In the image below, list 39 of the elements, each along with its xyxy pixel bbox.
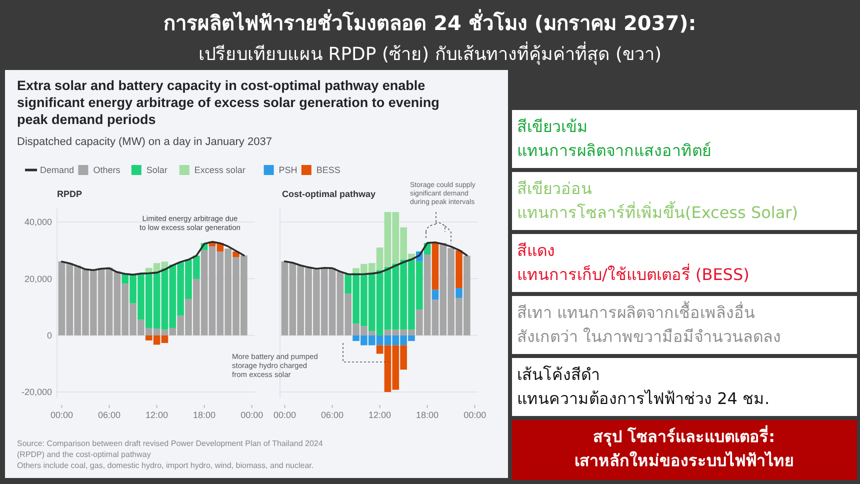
x-tick-label: 00:00 — [464, 410, 486, 420]
text: Others include coal, gas, domestic hydro, import hydro, wind, biomass, and nuclear. — [17, 461, 314, 470]
x-tick-label: 18:00 — [193, 410, 216, 420]
bar — [432, 242, 439, 290]
chart-title: Cost-optimal pathway — [282, 189, 376, 199]
source-note: Source: Comparison between draft revised Power Development Plan of Thailand 2024 (RPDP) and the cost-optimal pathway — [17, 439, 324, 459]
x-tick-label: 06:00 — [321, 410, 344, 420]
legend-label: Excess solar — [194, 165, 246, 176]
legend-label: Others — [93, 165, 121, 176]
x-tick-label: 18:00 — [416, 410, 439, 420]
text: สีเทา แทนการผลิตจากเชื้อเพลิงอื่น สังเกตว่า ในภาพขวามือมีจำนวนลดลง — [517, 301, 782, 346]
y-tick-label: 0 — [46, 330, 52, 340]
x-tick-label: 12:00 — [368, 410, 392, 420]
bar — [432, 290, 439, 300]
legend-label: Demand — [40, 165, 74, 176]
legend-label: PSH — [278, 165, 298, 176]
x-tick-label: 06:00 — [98, 410, 121, 420]
x-tick-label: 00:00 — [273, 410, 296, 420]
legend-label: Solar — [146, 165, 168, 176]
x-tick-label: 00:00 — [50, 410, 74, 420]
text: เส้นโค้งสีดำ แทนความต้องการไฟฟ้าช่วง 24 ชม. — [517, 365, 770, 408]
x-tick-label: 12:00 — [146, 410, 168, 420]
y-tick-label: -20,000 — [21, 387, 52, 398]
text: RPDP — [57, 189, 82, 199]
bar — [456, 250, 462, 288]
text: การผลิตไฟฟ้ารายชั่วโมงตลอด 24 ชั่วโมง (มกราคม 2037): — [164, 8, 696, 35]
x-tick-label: 00:00 — [240, 410, 264, 420]
line-series — [60, 240, 245, 276]
chart-title: Extra solar and battery capacity in cost-optimal pathway enable significant energy arbitrage of excess solar generation to evening peak demand periods — [17, 78, 440, 127]
bar — [456, 288, 462, 298]
text: สีแดง แทนการเก็บ/ใช้แบตเตอรี่ (BESS) — [517, 241, 750, 284]
y-tick-label: 40,000 — [24, 217, 52, 228]
chart-subtitle: Dispatched capacity (MW) on a day in January 2037 — [17, 136, 272, 148]
text: สรุป โซลาร์และแบตเตอรี่: เสาหลักใหม่ของระบบไฟฟ้าไทย — [574, 425, 794, 470]
legend-label: BESS — [316, 165, 340, 176]
text: สีเขียวเข้ม แทนการผลิตจากแสงอาทิตย์ — [517, 117, 711, 160]
text: สีเขียวอ่อน แทนการโซลาร์ที่เพิ่มขึ้น(Excess Solar) — [517, 179, 798, 222]
text: เปรียบเทียบแผน RPDP (ซ้าย) กับเส้นทางที่คุ้มค่าที่สุด (ขวา) — [198, 41, 662, 65]
y-tick-label: 20,000 — [24, 274, 52, 284]
